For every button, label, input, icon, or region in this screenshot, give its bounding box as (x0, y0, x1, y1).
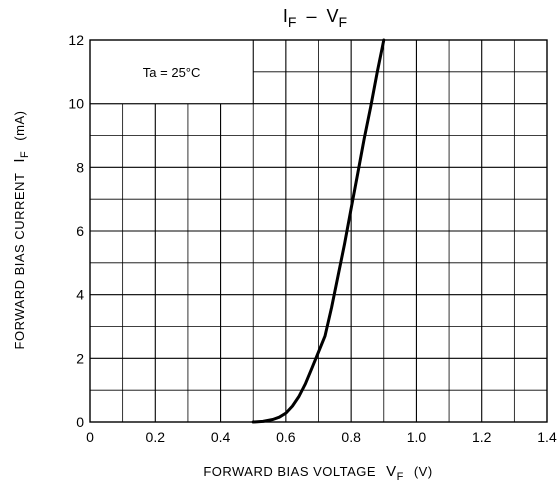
x-tick-label: 0.6 (276, 429, 296, 445)
title-dash: – (306, 6, 316, 26)
x-axis-unit: (V) (414, 464, 433, 479)
temperature-annotation-box: Ta = 25°C (89, 39, 254, 105)
title-voltage-symbol: V (327, 6, 339, 26)
y-axis-unit: (mA) (12, 111, 27, 141)
x-axis-symbol: V (386, 463, 397, 480)
y-axis-label: FORWARD BIAS CURRENT IF (mA) (11, 111, 31, 350)
annotation-background (89, 39, 254, 105)
x-tick-label: 1.2 (472, 429, 492, 445)
x-tick-label: 0.4 (211, 429, 231, 445)
x-axis-symbol-subscript: F (397, 471, 404, 483)
y-tick-label: 8 (76, 159, 84, 175)
title-voltage-subscript: F (339, 14, 348, 30)
x-tick-label: 1.0 (407, 429, 427, 445)
y-tick-label: 12 (68, 32, 84, 48)
chart-title: IF – VF (283, 6, 347, 30)
temperature-annotation: Ta = 25°C (143, 65, 201, 80)
series-line (251, 38, 386, 424)
y-tick-label: 2 (76, 350, 84, 366)
x-axis-label: FORWARD BIAS VOLTAGE VF (V) (203, 463, 432, 483)
title-current-symbol: I (283, 6, 288, 26)
y-tick-label: 10 (68, 96, 84, 112)
grid (90, 40, 547, 422)
y-axis-symbol: I (11, 158, 28, 163)
x-tick-label: 0.2 (146, 429, 166, 445)
series-group (251, 38, 386, 424)
x-tick-label: 0 (86, 429, 94, 445)
x-tick-labels: 0 0.2 0.4 0.6 0.8 1.0 1.2 1.4 (86, 429, 557, 445)
y-tick-labels: 0 2 4 6 8 10 12 (68, 32, 84, 430)
y-tick-label: 4 (76, 287, 84, 303)
y-tick-label: 0 (76, 414, 84, 430)
plot-frame (89, 39, 548, 423)
x-axis-label-text: FORWARD BIAS VOLTAGE (203, 464, 376, 479)
y-axis-symbol-subscript: F (19, 151, 31, 158)
x-tick-label: 1.4 (537, 429, 557, 445)
y-tick-label: 6 (76, 223, 84, 239)
x-tick-label: 0.8 (341, 429, 361, 445)
title-current-subscript: F (288, 14, 297, 30)
plot-border (89, 39, 548, 423)
y-axis-label-text: FORWARD BIAS CURRENT (12, 173, 27, 350)
